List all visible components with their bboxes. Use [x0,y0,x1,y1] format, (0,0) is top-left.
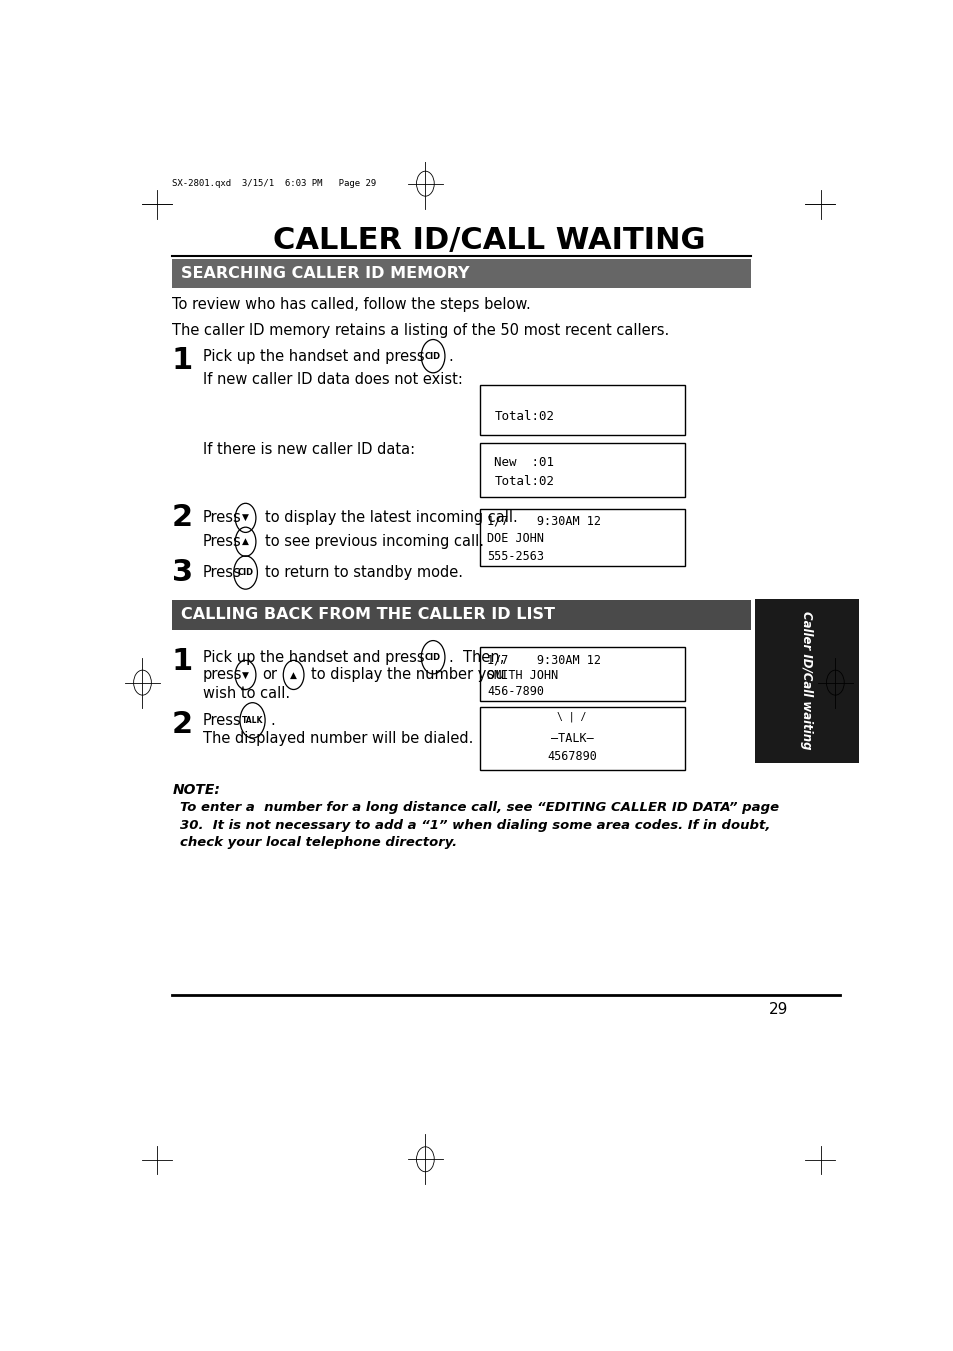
Text: CID: CID [237,567,253,577]
Text: to display the number you: to display the number you [311,667,504,682]
Text: press: press [203,667,242,682]
Text: Press: Press [203,511,241,526]
Text: The displayed number will be dialed.: The displayed number will be dialed. [203,731,473,746]
Text: CID: CID [425,351,440,361]
Text: \ | /: \ | / [557,711,586,721]
Text: 1: 1 [172,647,193,676]
Text: SMITH JOHN: SMITH JOHN [487,669,558,682]
Text: Press: Press [203,534,241,550]
FancyBboxPatch shape [479,508,684,566]
Text: 1/7    9:30AM 12: 1/7 9:30AM 12 [487,654,600,667]
Text: If there is new caller ID data:: If there is new caller ID data: [203,442,415,457]
Text: The caller ID memory retains a listing of the 50 most recent callers.: The caller ID memory retains a listing o… [172,323,669,338]
Text: —TALK—: —TALK— [550,732,593,744]
Text: CID: CID [425,653,440,662]
Text: .  Then,: . Then, [448,650,503,665]
Text: Press: Press [203,713,241,728]
Text: CALLER ID/CALL WAITING: CALLER ID/CALL WAITING [273,226,704,255]
FancyBboxPatch shape [479,647,684,701]
Text: ▲: ▲ [290,670,296,680]
FancyBboxPatch shape [172,259,751,288]
Text: TALK: TALK [242,716,263,725]
Text: ▼: ▼ [242,670,249,680]
Text: To review who has called, follow the steps below.: To review who has called, follow the ste… [172,297,531,312]
FancyBboxPatch shape [479,443,684,497]
Text: or: or [262,667,277,682]
Text: .: . [448,349,453,363]
Text: New  :01: New :01 [494,455,554,469]
FancyBboxPatch shape [479,385,684,435]
Text: Caller ID/Call waiting: Caller ID/Call waiting [800,612,812,750]
Text: 29: 29 [768,1001,787,1016]
Text: NOTE:: NOTE: [172,782,220,797]
Text: 2: 2 [172,504,193,532]
Text: 3: 3 [172,558,193,588]
Text: check your local telephone directory.: check your local telephone directory. [180,836,456,850]
Text: 1/7    9:30AM 12: 1/7 9:30AM 12 [487,515,600,527]
Text: 1: 1 [172,346,193,376]
Text: ▲: ▲ [242,538,249,546]
Text: Total:02: Total:02 [494,409,554,423]
Text: Press: Press [203,565,241,580]
Text: To enter a  number for a long distance call, see “EDITING CALLER ID DATA” page: To enter a number for a long distance ca… [180,801,779,813]
Text: to return to standby mode.: to return to standby mode. [265,565,462,580]
Text: Pick up the handset and press: Pick up the handset and press [203,650,424,665]
Text: 4567890: 4567890 [546,750,597,763]
FancyBboxPatch shape [172,600,751,630]
Text: Pick up the handset and press: Pick up the handset and press [203,349,424,363]
Text: DOE JOHN: DOE JOHN [487,532,543,546]
Text: ▼: ▼ [242,513,249,523]
Text: 456-7890: 456-7890 [487,685,543,697]
Text: 555-2563: 555-2563 [487,550,543,563]
Text: Total:02: Total:02 [494,476,554,488]
Text: If new caller ID data does not exist:: If new caller ID data does not exist: [203,372,462,386]
Text: CALLING BACK FROM THE CALLER ID LIST: CALLING BACK FROM THE CALLER ID LIST [181,608,555,623]
Text: to display the latest incoming call.: to display the latest incoming call. [265,511,517,526]
Text: 30.  It is not necessary to add a “1” when dialing some area codes. If in doubt,: 30. It is not necessary to add a “1” whe… [180,819,769,832]
Text: to see previous incoming call.: to see previous incoming call. [265,534,483,550]
Text: wish to call.: wish to call. [203,686,290,701]
Text: .: . [270,713,274,728]
Text: 2: 2 [172,709,193,739]
FancyBboxPatch shape [754,598,858,763]
FancyBboxPatch shape [479,707,684,770]
Text: SX-2801.qxd  3/15/1  6:03 PM   Page 29: SX-2801.qxd 3/15/1 6:03 PM Page 29 [172,180,375,188]
Text: SEARCHING CALLER ID MEMORY: SEARCHING CALLER ID MEMORY [181,266,470,281]
